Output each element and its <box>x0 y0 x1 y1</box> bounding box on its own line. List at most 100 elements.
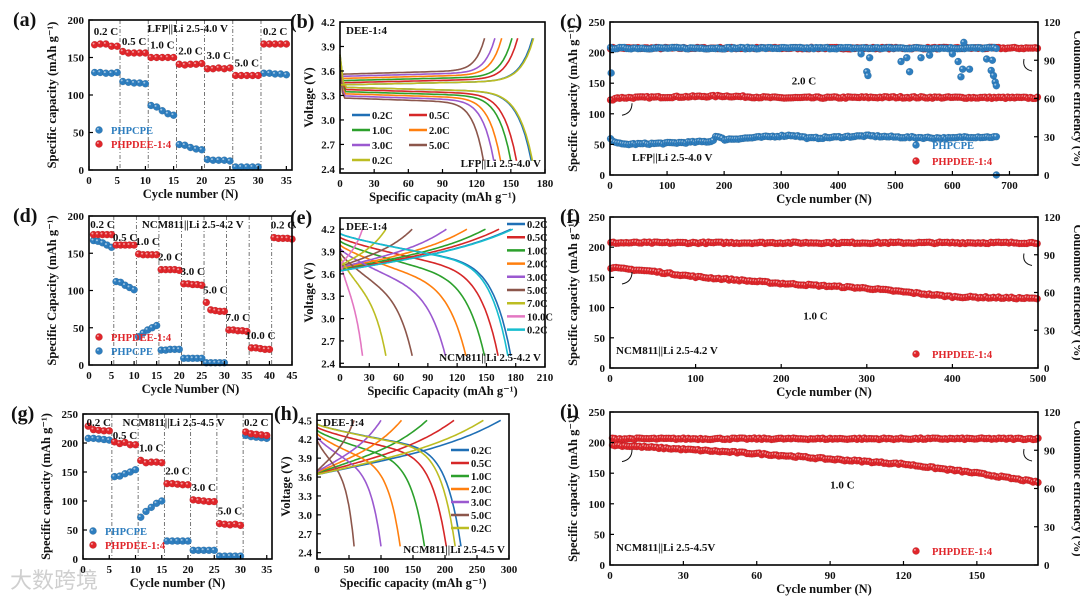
phpcpe-point-highlight <box>145 327 148 330</box>
phpdee-point-highlight <box>177 268 180 271</box>
y2-tick-label: 90 <box>1044 445 1056 457</box>
x-tick-label: 600 <box>944 180 961 192</box>
phpdee-point-highlight <box>205 66 208 69</box>
x-tick-label: 400 <box>944 373 961 385</box>
phpcpe-ce-point-highlight <box>918 55 921 58</box>
plot-area: 0.2 C0.5 C 1.0 C 2.0 C 3.0 C5.0 C0.2 CLFP||… <box>90 20 291 171</box>
phpdee-point-highlight <box>259 432 262 435</box>
phpcpe-point-highlight <box>261 71 264 74</box>
phpcpe-point-highlight <box>137 80 140 83</box>
y-tick-label: 3.0 <box>298 510 312 522</box>
phpcpe-capacity-point-highlight <box>994 134 997 137</box>
phpdee-point-highlight <box>109 44 112 47</box>
y-tick-label: 0 <box>600 560 606 572</box>
phpdee-point-highlight <box>199 61 202 64</box>
x-tick-label: 35 <box>241 370 253 382</box>
phpdee-point-highlight <box>204 300 207 303</box>
phpcpe-ce-point-highlight <box>865 73 868 76</box>
phpcpe-point-highlight <box>191 548 194 551</box>
phpdee-point-highlight <box>267 41 270 44</box>
phpdee-ce-point-highlight <box>1035 46 1038 49</box>
phpdee-point-highlight <box>271 235 274 238</box>
phpdee-point-highlight <box>256 73 259 76</box>
phpcpe-ce-point <box>965 65 974 74</box>
phpdee-point-highlight <box>107 428 110 431</box>
phpdee-point-highlight <box>145 252 148 255</box>
phpcpe-point-highlight <box>160 108 163 111</box>
phpcpe-point-highlight <box>112 474 115 477</box>
phpdee-point <box>157 458 166 467</box>
phpcpe-point-highlight <box>138 515 141 518</box>
rate-label: 1.0 C <box>150 40 175 52</box>
phpdee-point-highlight <box>132 50 135 53</box>
phpdee-point-highlight <box>149 460 152 463</box>
x-tick-label: 20 <box>183 564 195 576</box>
x-tick-label: 120 <box>449 372 466 384</box>
phpdee-point-highlight <box>104 232 107 235</box>
y2-tick-label: 120 <box>1044 212 1061 224</box>
arrow-right-axis-icon <box>1023 58 1033 72</box>
phpdee-point-highlight <box>98 41 101 44</box>
phpdee-point-highlight <box>136 251 139 254</box>
plot-area: 2.0 C LFP||Li 2.5-4.0 V PHPCPE PHPDEE-1:4 <box>606 38 1042 179</box>
phpcpe-point <box>175 345 184 354</box>
x-tick-label: 50 <box>344 564 356 576</box>
y-tick-label: 200 <box>68 15 85 27</box>
phpcpe-ce-point <box>988 56 997 65</box>
phpdee-point-highlight <box>91 232 94 235</box>
legend-marker-highlight <box>913 351 916 354</box>
cell-label: NCM811||Li 2.5-4.2 V <box>142 219 244 231</box>
phpdee-point-highlight <box>206 499 209 502</box>
phpdee-point <box>282 40 291 48</box>
panel-d: 0.2 C0.5 C1.0 C 2.0 C 3.0 C 5.0 C 7.0 C 10.0 … <box>13 205 298 396</box>
y2-tick-label: 30 <box>1044 522 1056 534</box>
phpdee-point-highlight <box>126 50 129 53</box>
y-tick-label: 2.7 <box>298 529 312 541</box>
rate-label: 1.0 C <box>139 442 164 454</box>
phpcpe-ce-point-highlight <box>989 68 992 71</box>
y2-tick-label: 60 <box>1044 94 1056 106</box>
phpcpe-point-highlight <box>95 239 98 242</box>
phpcpe-point-highlight <box>120 79 123 82</box>
phpcpe-point-highlight <box>194 146 197 149</box>
phpcpe-point-highlight <box>175 538 178 541</box>
phpdee-point-highlight <box>180 482 183 485</box>
phpcpe-point-highlight <box>96 436 99 439</box>
x-tick-label: 300 <box>501 564 518 576</box>
phpdee-point-highlight <box>210 66 213 69</box>
legend-marker-highlight <box>913 158 916 161</box>
phpdee-point-highlight <box>177 62 180 65</box>
x-axis-title: Cycle number (N) <box>143 187 239 201</box>
phpcpe-point-highlight <box>199 147 202 150</box>
phpcpe-point-highlight <box>217 360 220 363</box>
phpcpe-point-highlight <box>122 471 125 474</box>
phpcpe-point-highlight <box>126 80 129 83</box>
phpdee-point-highlight <box>239 73 242 76</box>
phpdee-point-highlight <box>276 236 279 239</box>
phpcpe-ce-point-highlight <box>867 55 870 58</box>
phpdee-point-highlight <box>185 482 188 485</box>
phpdee-point-highlight <box>141 252 144 255</box>
legend-label: 1.0C <box>471 472 492 483</box>
y-tick-label: 3.0 <box>321 314 335 326</box>
phpdee-point-highlight <box>109 232 112 235</box>
phpdee-point <box>202 298 211 307</box>
phpdee-capacity-point-highlight <box>1035 95 1038 98</box>
phpcpe-point-highlight <box>109 71 112 74</box>
x-tick-label: 60 <box>403 178 415 190</box>
y-tick-label: 200 <box>589 242 606 254</box>
x-tick-label: 30 <box>219 370 231 382</box>
phpdee-point-highlight <box>148 55 151 58</box>
legend-marker-highlight <box>90 542 93 545</box>
x-tick-label: 150 <box>405 564 422 576</box>
y-tick-label: 150 <box>68 53 85 65</box>
phpdee-point-highlight <box>175 482 178 485</box>
x-tick-label: 5 <box>114 175 120 187</box>
charge-curve <box>339 38 513 82</box>
x-tick-label: 0 <box>337 372 343 384</box>
x-tick-label: 20 <box>196 175 208 187</box>
phpdee-point-highlight <box>227 522 230 525</box>
phpcpe-point-highlight <box>204 360 207 363</box>
cell-label: NCM811||Li <box>123 417 180 429</box>
y2-tick-label: 60 <box>1044 484 1056 496</box>
